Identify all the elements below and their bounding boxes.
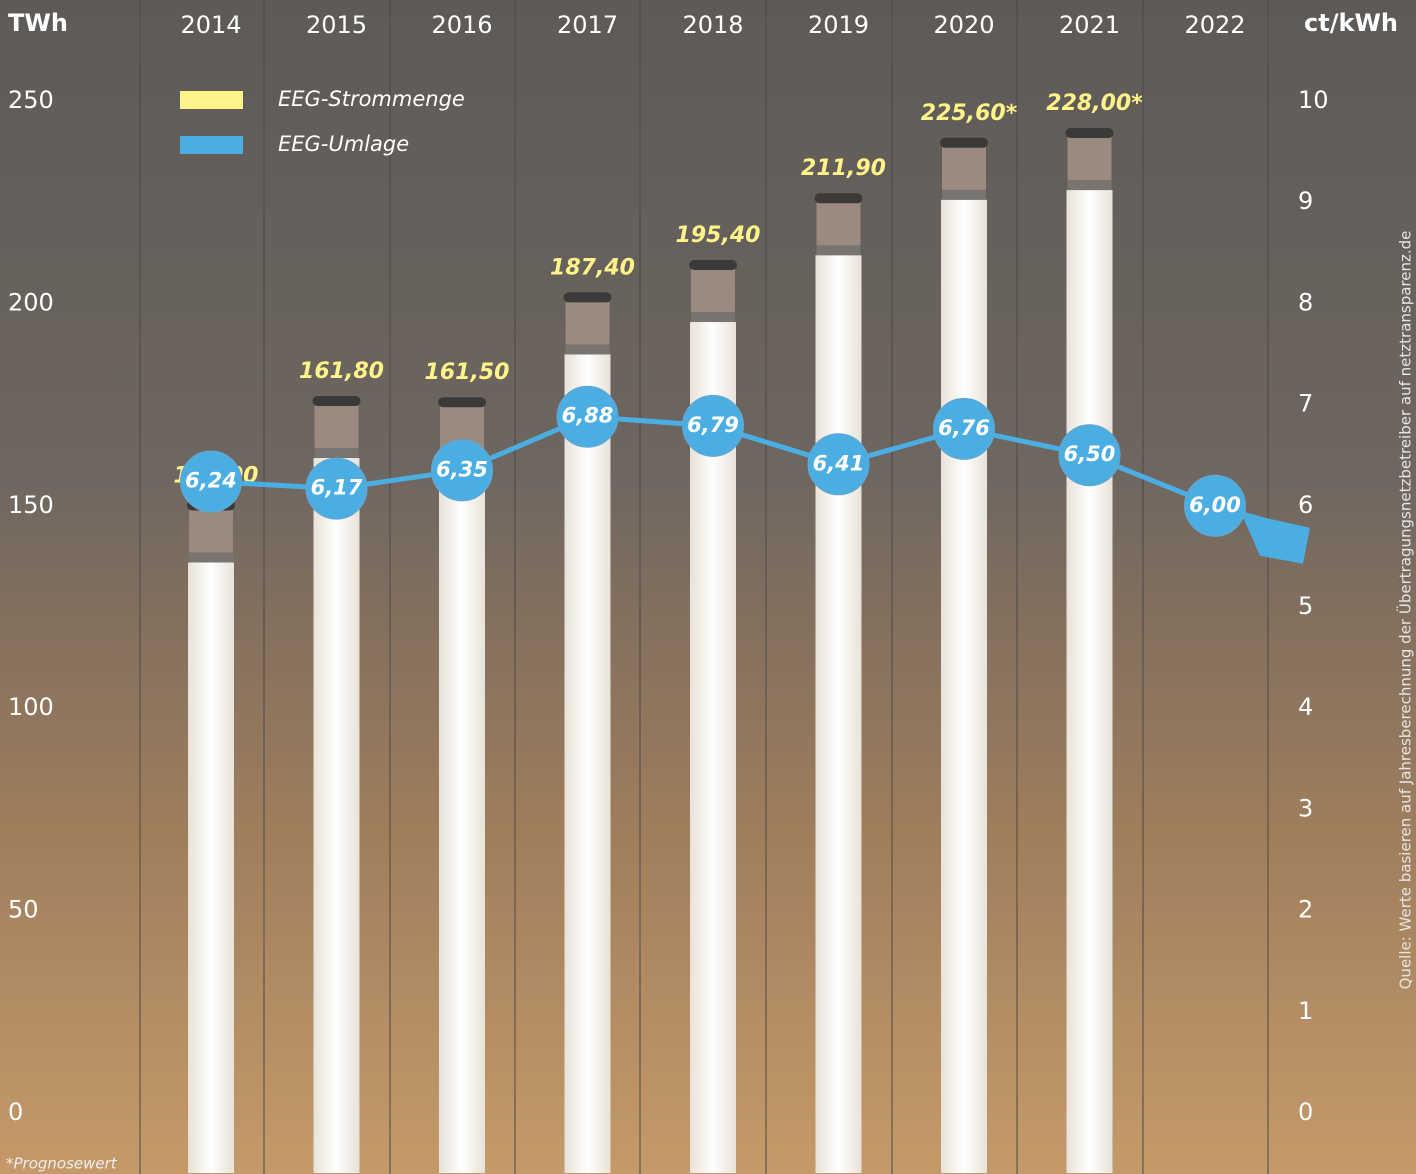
bar [188,562,234,1173]
y2-tick-label: 10 [1298,86,1329,114]
point-label: 6,24 [185,469,237,493]
y2-tick-label: 0 [1298,1098,1313,1126]
x-tick-label: 2017 [557,11,618,39]
y-tick-label: 50 [8,896,39,924]
chart: TWh ct/kWh *Prognosewert Quelle: Werte b… [0,0,1416,1174]
x-tick-label: 2016 [431,11,492,39]
legend-label: EEG-Strommenge [278,87,465,111]
source: Quelle: Werte basieren auf Jahresberechn… [1396,231,1415,990]
bar [816,255,862,1173]
value-label: 161,50 [425,360,510,385]
y-tick-label: 100 [8,693,54,721]
value-label: 228,00* [1046,91,1143,116]
y2-tick-label: 3 [1298,794,1313,822]
bar [439,459,485,1173]
y2-tick-label: 4 [1298,693,1313,721]
y2-tick-label: 6 [1298,491,1313,519]
x-tick-label: 2018 [682,11,743,39]
x-tick-label: 2021 [1059,11,1120,39]
x-tick-label: 2015 [306,11,367,39]
lamp-top [564,292,612,302]
point-label: 6,88 [562,404,614,428]
y-tick-label: 0 [8,1098,23,1126]
y2-axis-label: ct/kWh [1304,9,1398,37]
y2-tick-label: 8 [1298,288,1313,316]
point-label: 6,17 [311,476,363,500]
x-tick-label: 2022 [1184,11,1245,39]
x-tick-label: 2019 [808,11,869,39]
y2-tick-label: 5 [1298,592,1313,620]
lamp-top [313,396,361,406]
lamp-ring [189,552,233,562]
value-label: 195,40 [676,223,761,248]
lamp-ring [942,190,986,200]
lamp-top [689,260,737,270]
legend-swatch [180,91,243,109]
value-label: 161,80 [299,359,384,384]
lamp-cap [566,296,610,348]
lamp-top [815,193,863,203]
lamp-cap [942,142,986,194]
lamp-ring [566,344,610,354]
point-label: 6,00 [1189,493,1241,517]
lamp-cap [315,400,359,452]
point-label: 6,41 [813,451,865,475]
x-tick-label: 2020 [933,11,994,39]
y-tick-label: 200 [8,288,54,316]
y2-tick-label: 7 [1298,390,1313,418]
lamp-ring [1068,180,1112,190]
lamp-top [940,138,988,148]
lamp-ring [817,245,861,255]
lamp-cap [1068,132,1112,184]
x-tick-label: 2014 [180,11,241,39]
lamp-ring [691,312,735,322]
y2-tick-label: 2 [1298,896,1313,924]
legend-label: EEG-Umlage [278,132,409,156]
value-label: 211,90 [801,156,886,181]
lamp-top [438,397,486,407]
y2-tick-label: 9 [1298,187,1313,215]
footnote: *Prognosewert [6,1155,118,1173]
legend-swatch [180,136,243,154]
y-axis-label: TWh [8,9,68,37]
bar [565,354,611,1173]
y-tick-label: 250 [8,86,54,114]
bar [1067,190,1113,1173]
lamp-cap [817,197,861,249]
point-label: 6,50 [1064,442,1116,466]
lamp-ring [315,448,359,458]
bar [314,458,360,1173]
point-label: 6,35 [436,457,488,481]
value-label: 187,40 [550,255,635,280]
y2-tick-label: 1 [1298,997,1313,1025]
lamp-cap [691,264,735,316]
point-label: 6,76 [938,416,990,440]
bar [941,200,987,1173]
point-label: 6,79 [687,413,739,437]
y-tick-label: 150 [8,491,54,519]
lamp-top [1066,128,1114,138]
value-label: 225,60* [921,101,1018,126]
